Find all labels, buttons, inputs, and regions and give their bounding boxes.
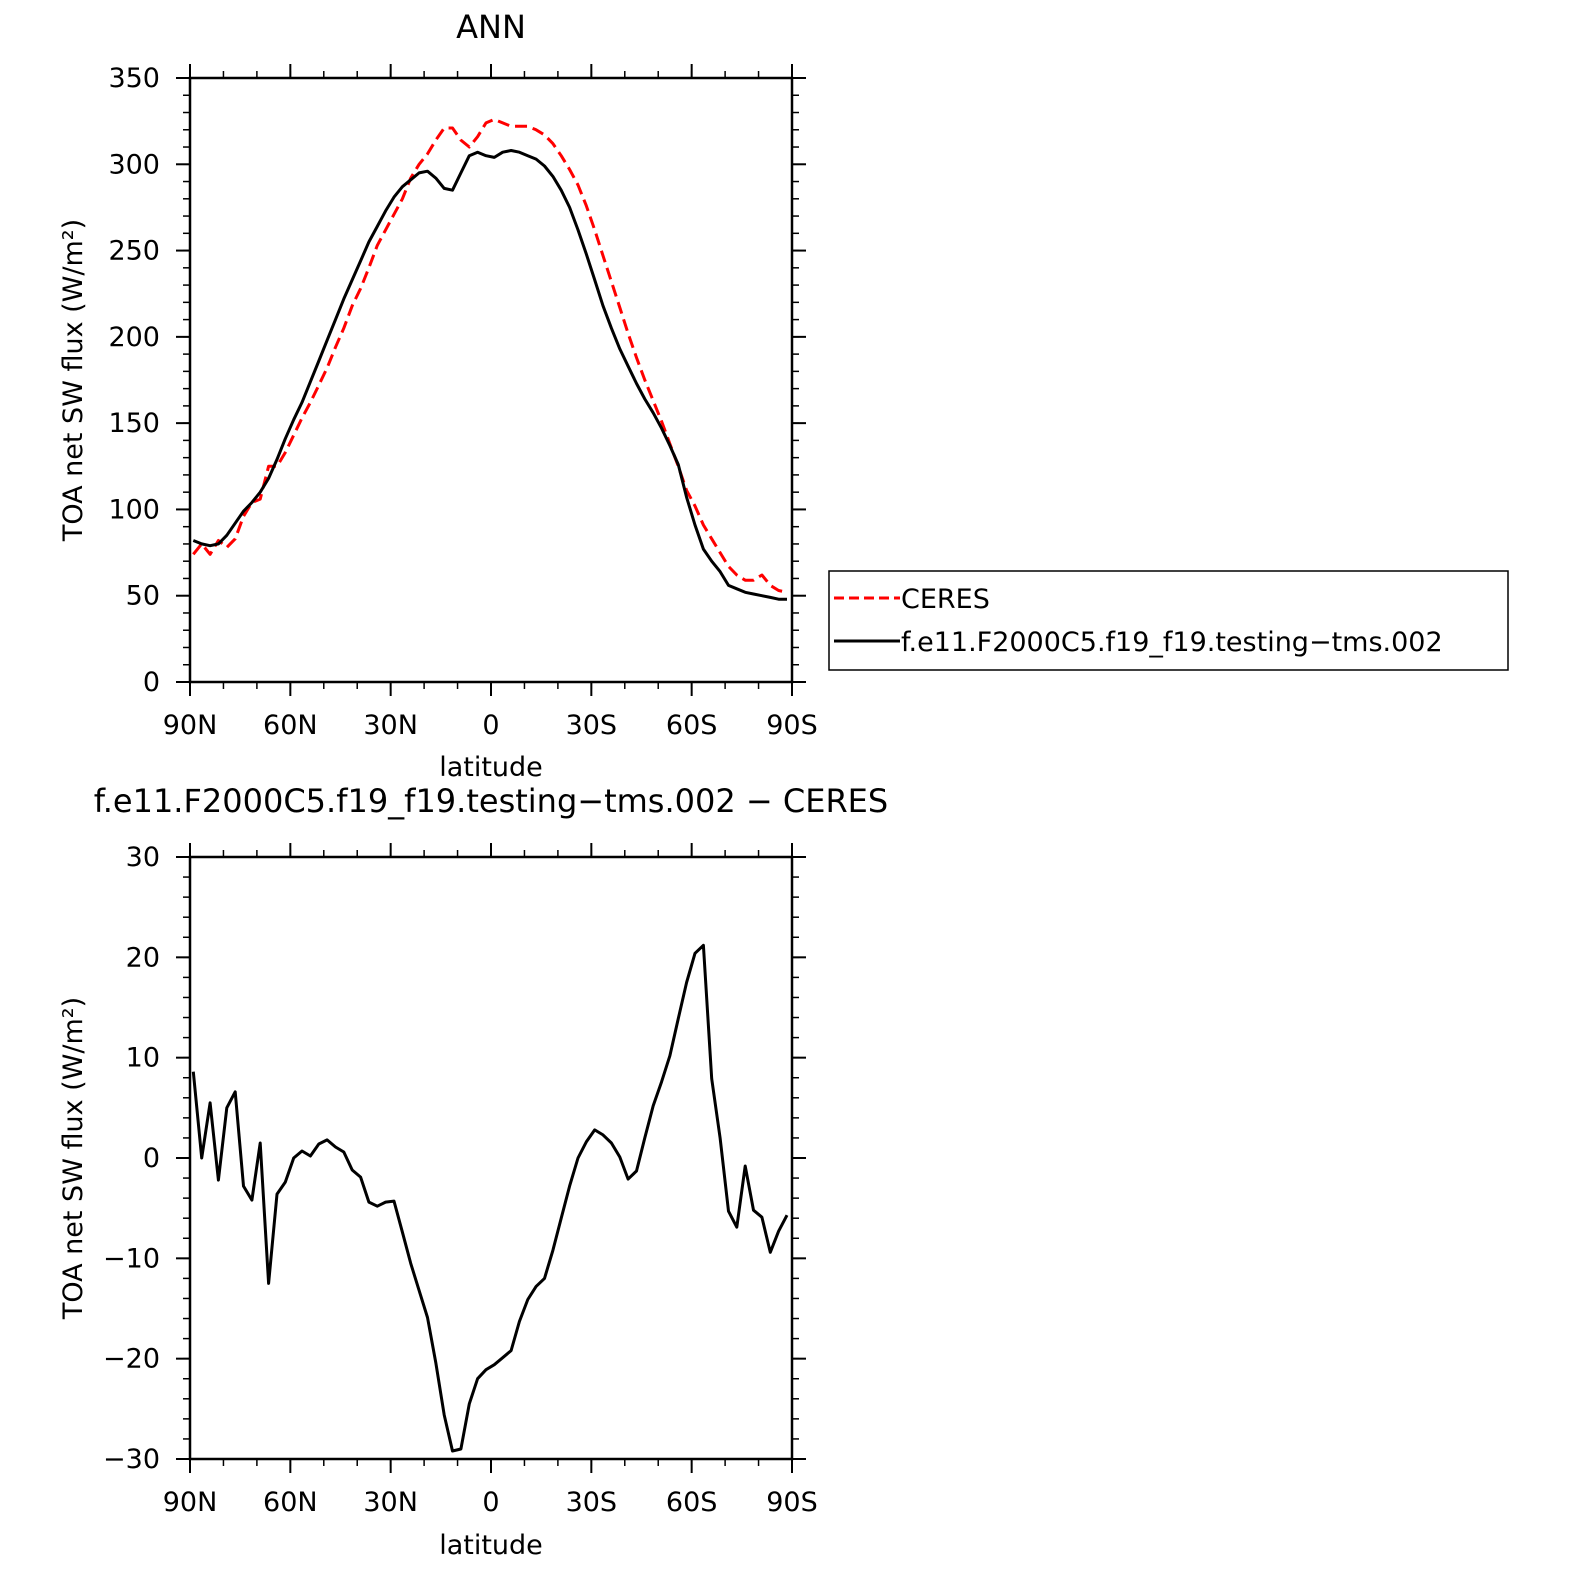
panel-title: f.e11.F2000C5.f19_f19.testing−tms.002 − … xyxy=(94,782,888,820)
series-line-ceres xyxy=(192,117,788,594)
y-axis-title: TOA net SW flux (W/m²) xyxy=(58,997,89,1320)
x-tick-label: 0 xyxy=(482,1487,499,1518)
panel-title: ANN xyxy=(456,8,526,46)
panel-difference: f.e11.F2000C5.f19_f19.testing−tms.002 − … xyxy=(58,782,888,1561)
y-tick-label: 350 xyxy=(108,63,160,94)
x-tick-label: 30N xyxy=(363,710,418,741)
plot-frame xyxy=(188,76,794,684)
x-tick-label: 90N xyxy=(163,1487,218,1518)
panel-mean-flux: ANN 0 50 100 150 200 250 300 350 90N 60N 30N 0 30S 60… xyxy=(58,8,818,783)
x-axis-title: latitude xyxy=(439,752,543,783)
x-tick-label: 60S xyxy=(666,1487,718,1518)
y-axis-title: TOA net SW flux (W/m²) xyxy=(58,219,89,542)
y-tick-label: 200 xyxy=(108,322,160,353)
y-tick-label: 10 xyxy=(126,1043,160,1074)
legend-entry-model: f.e11.F2000C5.f19_f19.testing−tms.002 xyxy=(901,627,1443,658)
x-tick-label: 90N xyxy=(163,710,218,741)
x-tick-label: 60N xyxy=(263,1487,318,1518)
series-layer xyxy=(191,943,789,1453)
x-tick-label: 30S xyxy=(566,1487,618,1518)
axis-ticks: −30 −20 −10 0 10 20 30 90N 60N 30N 0 30S 60S 90S xyxy=(103,842,818,1518)
legend: CERES f.e11.F2000C5.f19_f19.testing−tms.… xyxy=(828,570,1509,671)
y-tick-label: −10 xyxy=(103,1243,160,1274)
series-layer xyxy=(192,117,788,601)
x-tick-label: 30N xyxy=(363,1487,418,1518)
x-tick-label: 60N xyxy=(263,710,318,741)
y-tick-label: 250 xyxy=(108,236,160,267)
legend-entry-ceres: CERES xyxy=(901,584,990,615)
plot-frame xyxy=(188,855,794,1461)
x-axis-title: latitude xyxy=(439,1530,543,1561)
y-tick-label: 50 xyxy=(126,581,160,612)
y-tick-label: −30 xyxy=(103,1444,160,1475)
y-tick-label: 0 xyxy=(143,667,160,698)
y-tick-label: 0 xyxy=(143,1143,160,1174)
x-tick-label: 0 xyxy=(482,710,499,741)
y-tick-label: −20 xyxy=(103,1344,160,1375)
x-tick-label: 90S xyxy=(766,710,818,741)
x-tick-label: 60S xyxy=(666,710,718,741)
x-tick-label: 30S xyxy=(566,710,618,741)
y-tick-label: 150 xyxy=(108,408,160,439)
series-line-difference xyxy=(191,943,789,1453)
y-tick-label: 30 xyxy=(126,842,160,873)
y-tick-label: 100 xyxy=(108,494,160,525)
y-tick-label: 20 xyxy=(126,942,160,973)
y-tick-label: 300 xyxy=(108,149,160,180)
axis-ticks: 0 50 100 150 200 250 300 350 90N 60N 30N 0 30S 60S 90S xyxy=(108,63,817,741)
x-tick-label: 90S xyxy=(766,1487,818,1518)
legend-box xyxy=(828,570,1509,671)
series-line-model xyxy=(192,149,787,601)
